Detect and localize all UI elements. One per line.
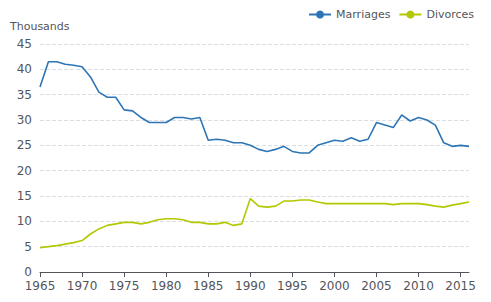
svg-text:10: 10	[17, 214, 32, 228]
svg-text:1965: 1965	[25, 279, 56, 293]
svg-text:1980: 1980	[151, 279, 182, 293]
svg-text:1985: 1985	[193, 279, 224, 293]
svg-text:25: 25	[17, 138, 32, 152]
svg-text:20: 20	[17, 164, 32, 178]
svg-text:30: 30	[17, 113, 32, 127]
svg-text:1995: 1995	[277, 279, 308, 293]
svg-text:2015: 2015	[445, 279, 476, 293]
svg-text:Divorces: Divorces	[426, 8, 474, 21]
svg-text:1970: 1970	[67, 279, 98, 293]
svg-text:0: 0	[24, 265, 32, 279]
svg-text:45: 45	[17, 37, 32, 51]
svg-text:1975: 1975	[109, 279, 140, 293]
svg-text:40: 40	[17, 62, 32, 76]
svg-text:2000: 2000	[319, 279, 350, 293]
svg-text:Marriages: Marriages	[336, 8, 391, 21]
svg-text:1990: 1990	[235, 279, 266, 293]
svg-text:2010: 2010	[403, 279, 434, 293]
svg-text:5: 5	[24, 240, 32, 254]
svg-text:15: 15	[17, 189, 32, 203]
svg-text:2005: 2005	[361, 279, 392, 293]
svg-text:35: 35	[17, 88, 32, 102]
svg-text:Thousands: Thousands	[9, 20, 70, 33]
